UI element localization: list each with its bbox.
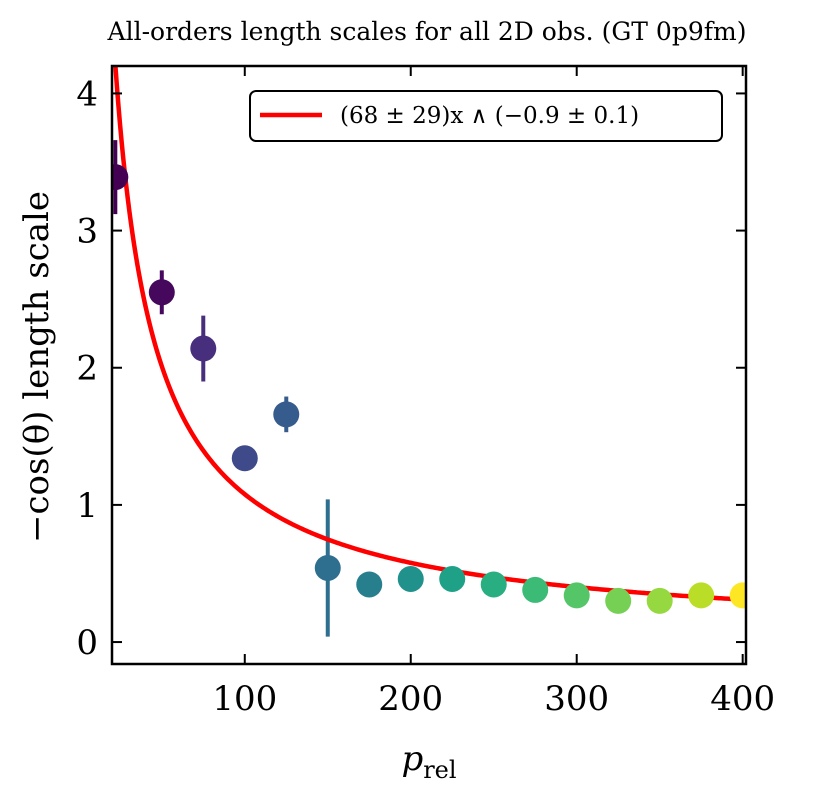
fit-curve [113, 66, 746, 603]
x-tick-label-3: 400 [710, 679, 775, 719]
x-tick-label-0: 100 [212, 679, 277, 719]
data-point-13 [646, 587, 673, 614]
y-tick-label-4: 4 [76, 74, 98, 114]
legend-box [249, 90, 723, 142]
data-point-7 [397, 565, 424, 592]
data-point-14 [688, 582, 715, 609]
data-point-8 [439, 565, 466, 592]
chart-title: All-orders length scales for all 2D obs.… [107, 17, 747, 46]
data-point-11 [563, 582, 590, 609]
x-axis-ticks: 100 200 300 400 [212, 66, 775, 719]
x-axis-label: prel [401, 739, 456, 784]
y-axis-ticks: 0 1 2 3 4 [76, 74, 746, 663]
data-point-4 [273, 401, 300, 428]
y-tick-label-0: 0 [76, 623, 98, 663]
data-point-6 [356, 571, 383, 598]
data-point-15 [729, 582, 746, 609]
data-point-12 [605, 587, 632, 614]
data-point-2 [190, 335, 217, 362]
x-tick-label-2: 300 [544, 679, 609, 719]
y-axis-label: −cos(θ) length scale [17, 191, 57, 543]
data-point-3 [231, 445, 258, 472]
data-point-10 [522, 576, 549, 603]
y-tick-label-2: 2 [76, 349, 98, 389]
legend-fit-label: (68 ± 29)x ∧ (−0.9 ± 0.1) [340, 103, 639, 129]
data-point-1 [148, 279, 175, 306]
x-axis-label-main: p [401, 739, 423, 779]
error-bars [113, 140, 330, 637]
data-point-5 [314, 554, 341, 581]
y-tick-label-3: 3 [76, 212, 98, 252]
data-point-9 [480, 571, 507, 598]
x-tick-label-1: 200 [378, 679, 443, 719]
data-point-0 [112, 164, 129, 191]
data-points [112, 164, 746, 614]
y-tick-label-1: 1 [76, 486, 98, 526]
plot-frame [110, 64, 748, 666]
legend: (68 ± 29)x ∧ (−0.9 ± 0.1) [249, 90, 723, 142]
x-axis-label-subscript: rel [423, 756, 456, 784]
